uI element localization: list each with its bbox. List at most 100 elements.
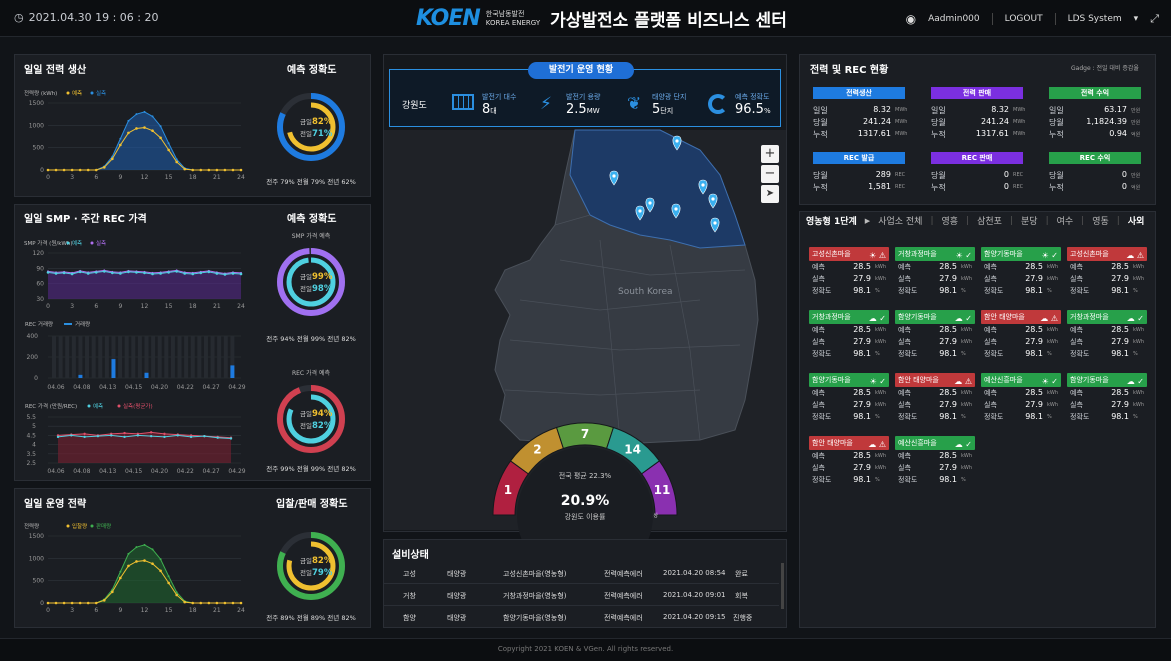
status-icon: ☁ ⚠ bbox=[954, 377, 972, 386]
table-row[interactable]: 고성 태양광 고성신촌마을(영농형) 전력예측에러 2021.04.20 08:54 완료 bbox=[383, 562, 779, 584]
site-card[interactable]: 함안 태양마을 ☁ ⚠ 예측 28.5 kWh 실측 27.9 kWh 정확도 98.1% bbox=[809, 436, 889, 492]
marker-dot bbox=[713, 221, 717, 225]
strategy-acc-title: 입찰/판매 정확도 bbox=[276, 499, 348, 510]
site-card[interactable]: 고성신촌마을 ☀ ⚠ 예측 28.5 kWh 실측 27.9 kWh 정확도 98.1% bbox=[809, 247, 889, 303]
rec-block-header: 전력 판매 bbox=[931, 87, 1023, 99]
fullscreen-icon[interactable]: ⤢ bbox=[1150, 12, 1159, 25]
site-card[interactable]: 함양기동마을 ☀ ✓ 예측 28.5 kWh 실측 27.9 kWh 정확도 98.1% bbox=[809, 373, 889, 429]
chevron-down-icon[interactable]: ▾ bbox=[1133, 14, 1139, 24]
marker-dot bbox=[711, 197, 715, 201]
rec-block-row: 일일 8.32 MWh bbox=[813, 105, 908, 115]
status-icon: ☀ ✓ bbox=[1041, 251, 1058, 260]
province-borders bbox=[504, 214, 746, 441]
site-card-row: 예측 28.5 kWh bbox=[1070, 325, 1145, 334]
site-card-row: 실측 27.9 kWh bbox=[898, 337, 973, 346]
site-card-row: 예측 28.5 kWh bbox=[984, 325, 1059, 334]
kpi-sites: 태양광 단지 5단지 bbox=[652, 93, 687, 117]
site-card[interactable]: 고성신촌마을 ☁ ⚠ 예측 28.5 kWh 실측 27.9 kWh 정확도 98.1% bbox=[1067, 247, 1147, 303]
rec-block-row: 누적 0 REC bbox=[931, 182, 1024, 192]
site-card-row: 실측 27.9 kWh bbox=[812, 337, 887, 346]
leaf-icon: ❦ bbox=[627, 94, 642, 114]
logo-sub: 한국남동발전 KOREA ENERGY bbox=[485, 9, 541, 27]
tab-bundang[interactable]: 분당 bbox=[1021, 217, 1038, 227]
divider bbox=[991, 13, 993, 25]
status-icon: ☁ ⚠ bbox=[1126, 251, 1144, 260]
site-card-row: 정확도 98.1% bbox=[812, 349, 880, 358]
marker-dot bbox=[648, 201, 652, 205]
site-card-row: 정확도 98.1% bbox=[812, 412, 880, 421]
logout-button[interactable]: LOGOUT bbox=[1004, 14, 1043, 24]
gauge-count: 11 bbox=[654, 483, 671, 497]
rate-value: 20.9% bbox=[561, 493, 610, 509]
strategy-title: 일일 운영 전략 bbox=[24, 499, 87, 510]
smp-acc-title: 예측 정확도 bbox=[287, 214, 337, 225]
rec-block-row: 누적 1,581 REC bbox=[813, 182, 906, 192]
site-card[interactable]: 함양기동마을 ☀ ✓ 예측 28.5 kWh 실측 27.9 kWh 정확도 98.1% bbox=[981, 247, 1061, 303]
site-card[interactable]: 함양기동마을 ☁ ✓ 예측 28.5 kWh 실측 27.9 kWh 정확도 98.1% bbox=[895, 310, 975, 366]
status-icon: ☁ ✓ bbox=[954, 440, 972, 449]
site-card-row: 실측 27.9 kWh bbox=[898, 463, 973, 472]
ops-kpi-box: 발전기 운영 현황 강원도 발전기 대수 8대 ⚡ 발전기 용량 2.5MW ❦ 태… bbox=[389, 62, 781, 127]
plug-icon: ⚡ bbox=[540, 94, 552, 114]
site-card-row: 정확도 98.1% bbox=[898, 349, 966, 358]
site-card-row: 실측 27.9 kWh bbox=[898, 400, 973, 409]
table-row[interactable]: 거창 태양광 거창과정마을(영농형) 전력예측에러 2021.04.20 09:01 회복 bbox=[383, 584, 779, 606]
tab-yeongheung[interactable]: 영흥 bbox=[941, 217, 959, 227]
site-card[interactable]: 함안 태양마을 ☁ ⚠ 예측 28.5 kWh 실측 27.9 kWh 정확도 98.1% bbox=[981, 310, 1061, 366]
divider bbox=[1054, 13, 1056, 25]
locate-button[interactable]: ➤ bbox=[761, 185, 779, 203]
smp-title: 일일 SMP · 주간 REC 가격 bbox=[24, 214, 147, 225]
site-card-header: 거창과정마을 ☁ ✓ bbox=[809, 310, 889, 324]
marker-pin-icon bbox=[672, 135, 682, 151]
tab-yeosu[interactable]: 여수 bbox=[1056, 217, 1074, 227]
site-card-row: 예측 28.5 kWh bbox=[984, 388, 1059, 397]
footer: Copyright 2021 KOEN & VGen. All rights r… bbox=[0, 638, 1171, 661]
site-card-header: 거창과정마을 ☀ ✓ bbox=[895, 247, 975, 261]
site-card-header: 예산신흥마을 ☁ ✓ bbox=[895, 436, 975, 450]
gauge-count: 14 bbox=[624, 442, 641, 456]
sites-tabs: 영농형 1단계 ▶ 사업소 전체 | 영흥 | 삼천포 | 분당 | 여수 | 영동 | 사외 bbox=[806, 215, 1145, 228]
site-card[interactable]: 함양기동마을 ☁ ✓ 예측 28.5 kWh 실측 27.9 kWh 정확도 98.1% bbox=[1067, 373, 1147, 429]
marker-dot bbox=[612, 174, 616, 178]
site-card-header: 거창과정마을 ☁ ✓ bbox=[1067, 310, 1147, 324]
brand: KOEN 한국남동발전 KOREA ENERGY 가상발전소 플랫폼 비즈니스 센… bbox=[416, 6, 787, 31]
site-card-row: 실측 27.9 kWh bbox=[984, 400, 1059, 409]
site-card-row: 실측 27.9 kWh bbox=[812, 463, 887, 472]
marker-pin-icon bbox=[710, 217, 720, 233]
site-card-row: 정확도 98.1% bbox=[1070, 349, 1138, 358]
site-card[interactable]: 함안 태양마을 ☁ ⚠ 예측 28.5 kWh 실측 27.9 kWh 정확도 98.1% bbox=[895, 373, 975, 429]
site-card-header: 함안 태양마을 ☁ ⚠ bbox=[809, 436, 889, 450]
tab-samcheonpo[interactable]: 삼천포 bbox=[977, 217, 1002, 227]
user-name[interactable]: Aadmin000 bbox=[928, 14, 980, 24]
marker-dot bbox=[701, 183, 705, 187]
zoom-in-button[interactable]: + bbox=[761, 145, 779, 163]
table-row[interactable]: 함양 태양광 함양기동마을(영농형) 전력예측에러 2021.04.20 09:15 진행… bbox=[383, 606, 779, 628]
site-card[interactable]: 거창과정마을 ☁ ✓ 예측 28.5 kWh 실측 27.9 kWh 정확도 98.1% bbox=[1067, 310, 1147, 366]
tab-yeongdong[interactable]: 영동 bbox=[1092, 217, 1109, 227]
status-icon: ☁ ✓ bbox=[1126, 377, 1144, 386]
tab-external[interactable]: 사외 bbox=[1127, 217, 1145, 227]
site-card[interactable]: 예산신흥마을 ☁ ✓ 예측 28.5 kWh 실측 27.9 kWh 정확도 98.1% bbox=[895, 436, 975, 492]
site-card[interactable]: 예산신흥마을 ☀ ✓ 예측 28.5 kWh 실측 27.9 kWh 정확도 98.1% bbox=[981, 373, 1061, 429]
ops-badge: 발전기 운영 현황 bbox=[528, 62, 634, 79]
rec-block-row: 당월 241.24 MWh bbox=[813, 117, 908, 127]
site-card[interactable]: 거창과정마을 ☀ ✓ 예측 28.5 kWh 실측 27.9 kWh 정확도 98.1% bbox=[895, 247, 975, 303]
gauge-count: 2 bbox=[533, 442, 541, 456]
rec-block-row: 일일 63.17 만원 bbox=[1049, 105, 1141, 115]
daily-power-acc-title: 예측 정확도 bbox=[287, 65, 337, 76]
site-card[interactable]: 거창과정마을 ☁ ✓ 예측 28.5 kWh 실측 27.9 kWh 정확도 98.1% bbox=[809, 310, 889, 366]
site-card-row: 예측 28.5 kWh bbox=[898, 451, 973, 460]
zoom-out-button[interactable]: − bbox=[761, 165, 779, 183]
marker-pin-icon bbox=[698, 179, 708, 195]
rec-block-row: 당월 289 REC bbox=[813, 170, 906, 180]
site-card-row: 실측 27.9 kWh bbox=[812, 274, 887, 283]
rec-block-header: 전력생산 bbox=[813, 87, 905, 99]
rec-status-title: 전력 및 REC 현황 bbox=[810, 65, 889, 76]
clock-icon: ◷ bbox=[14, 11, 24, 24]
scrollbar[interactable] bbox=[781, 563, 784, 609]
marker-dot bbox=[675, 139, 679, 143]
tab-agri-1[interactable]: 영농형 1단계 bbox=[806, 217, 857, 227]
tab-all[interactable]: 사업소 전체 bbox=[878, 217, 923, 227]
site-card-row: 예측 28.5 kWh bbox=[898, 388, 973, 397]
system-select[interactable]: LDS System bbox=[1067, 14, 1122, 24]
